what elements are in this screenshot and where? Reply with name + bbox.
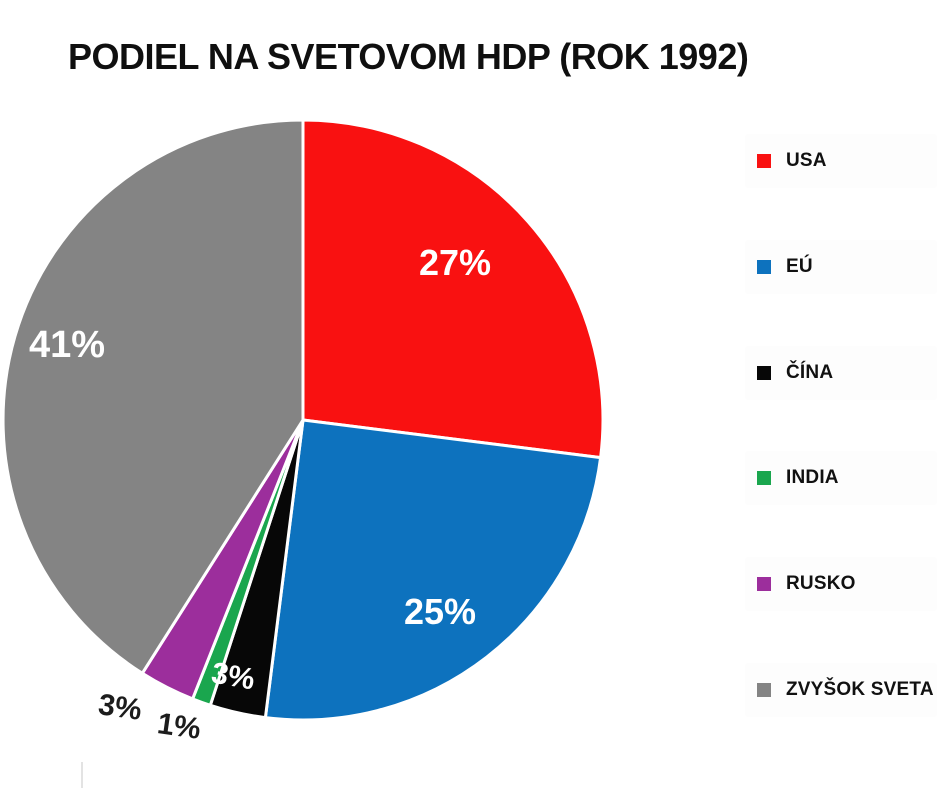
pie-slice-eu xyxy=(263,418,603,722)
divider-line xyxy=(81,762,83,788)
legend-item-india: INDIA xyxy=(745,451,937,505)
legend-item-eu: EÚ xyxy=(745,240,937,294)
legend-label-india: INDIA xyxy=(786,467,839,488)
legend-item-rusko: RUSKO xyxy=(745,557,937,611)
legend: USA EÚ ČÍNA INDIA RUSKO ZVYŠOK SVETA xyxy=(745,0,937,788)
pie-slice-usa xyxy=(301,118,605,460)
legend-swatch-cina xyxy=(757,366,771,380)
legend-label-usa: USA xyxy=(786,150,827,171)
legend-swatch-rusko xyxy=(757,577,771,591)
legend-swatch-usa xyxy=(757,154,771,168)
pie-slices xyxy=(1,118,605,722)
legend-swatch-zvysok-sveta xyxy=(757,683,771,697)
legend-item-cina: ČÍNA xyxy=(745,346,937,400)
legend-label-zvysok-sveta: ZVYŠOK SVETA xyxy=(786,679,934,700)
legend-label-cina: ČÍNA xyxy=(786,362,834,383)
legend-swatch-eu xyxy=(757,260,771,274)
legend-swatch-india xyxy=(757,471,771,485)
legend-item-zvysok-sveta: ZVYŠOK SVETA xyxy=(745,663,937,717)
legend-label-rusko: RUSKO xyxy=(786,573,856,594)
legend-label-eu: EÚ xyxy=(786,256,813,277)
legend-item-usa: USA xyxy=(745,134,937,188)
pie-slice-zvysok-sveta xyxy=(1,118,305,675)
chart-title: PODIEL NA SVETOVOM HDP (ROK 1992) xyxy=(68,36,749,77)
